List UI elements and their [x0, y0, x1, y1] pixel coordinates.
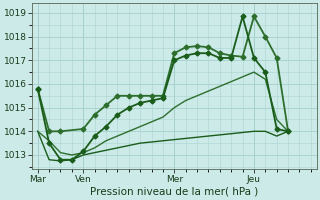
- X-axis label: Pression niveau de la mer( hPa ): Pression niveau de la mer( hPa ): [90, 187, 259, 197]
